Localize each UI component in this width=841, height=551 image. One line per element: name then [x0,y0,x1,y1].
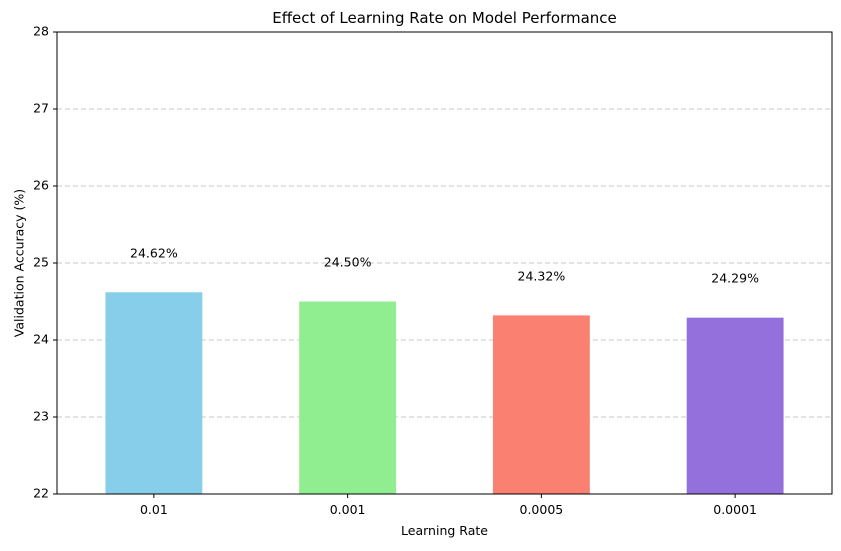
y-tick-label: 25 [33,255,49,270]
chart-title: Effect of Learning Rate on Model Perform… [272,9,617,27]
data-label: 24.62% [130,245,178,260]
x-axis-ticks: 0.01 0.001 0.0005 0.0001 [140,494,757,517]
y-axis-ticks: 22 23 24 25 26 27 28 [33,24,57,501]
y-tick-label: 27 [33,101,49,116]
y-tick-label: 22 [33,486,49,501]
x-tick-label: 0.01 [140,502,168,517]
bars [105,292,784,494]
y-axis-label: Validation Accuracy (%) [12,189,27,337]
x-axis-label: Learning Rate [401,523,488,538]
bar-0.0001 [686,317,784,494]
y-tick-label: 23 [33,409,49,424]
bar-0.01 [105,292,203,494]
x-tick-label: 0.0001 [713,502,757,517]
data-label: 24.32% [518,268,566,283]
bar-0.001 [299,301,397,494]
y-tick-label: 24 [33,332,49,347]
y-tick-label: 26 [33,178,49,193]
x-tick-label: 0.001 [330,502,366,517]
data-label: 24.50% [324,255,372,270]
data-label: 24.29% [711,271,759,286]
data-labels: 24.62% 24.50% 24.32% 24.29% [130,245,759,285]
x-tick-label: 0.0005 [520,502,564,517]
y-tick-label: 28 [33,24,49,39]
bar-0.0005 [492,315,590,494]
